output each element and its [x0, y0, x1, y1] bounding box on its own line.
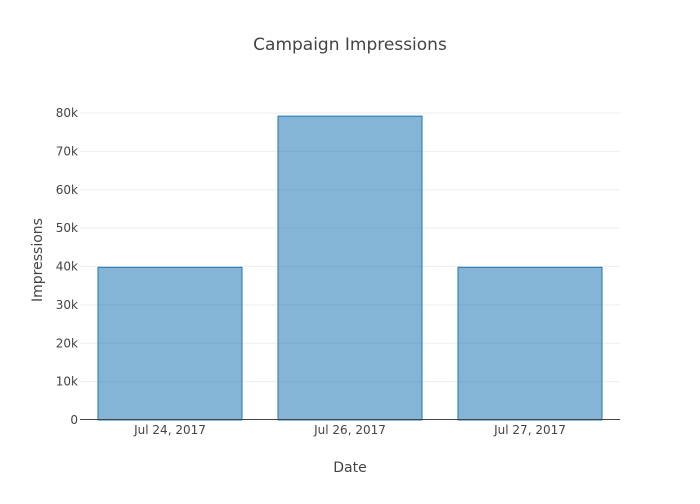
- y-tick-label: 20k: [56, 336, 78, 350]
- x-tick-labels: Jul 24, 2017 Jul 26, 2017 Jul 27, 2017: [133, 423, 566, 437]
- y-tick-label: 70k: [56, 144, 78, 158]
- x-axis-title: Date: [333, 460, 366, 476]
- x-tick-label: Jul 26, 2017: [313, 423, 386, 437]
- y-tick-labels: 0 10k 20k 30k 40k 50k 60k 70k 80k: [56, 106, 78, 427]
- y-tick-label: 0: [70, 413, 78, 427]
- y-axis-title: Impressions: [30, 218, 46, 302]
- y-tick-label: 10k: [56, 375, 78, 389]
- bar: [97, 266, 243, 421]
- y-tick-label: 40k: [56, 260, 78, 274]
- y-tick-label: 50k: [56, 221, 78, 235]
- chart-title: Campaign Impressions: [253, 35, 447, 55]
- bar: [457, 266, 603, 421]
- x-tick-label: Jul 27, 2017: [493, 423, 566, 437]
- y-tick-label: 30k: [56, 298, 78, 312]
- x-tick-label: Jul 24, 2017: [133, 423, 206, 437]
- bars: [97, 115, 603, 421]
- bar: [277, 115, 423, 421]
- y-tick-label: 80k: [56, 106, 78, 120]
- y-tick-label: 60k: [56, 183, 78, 197]
